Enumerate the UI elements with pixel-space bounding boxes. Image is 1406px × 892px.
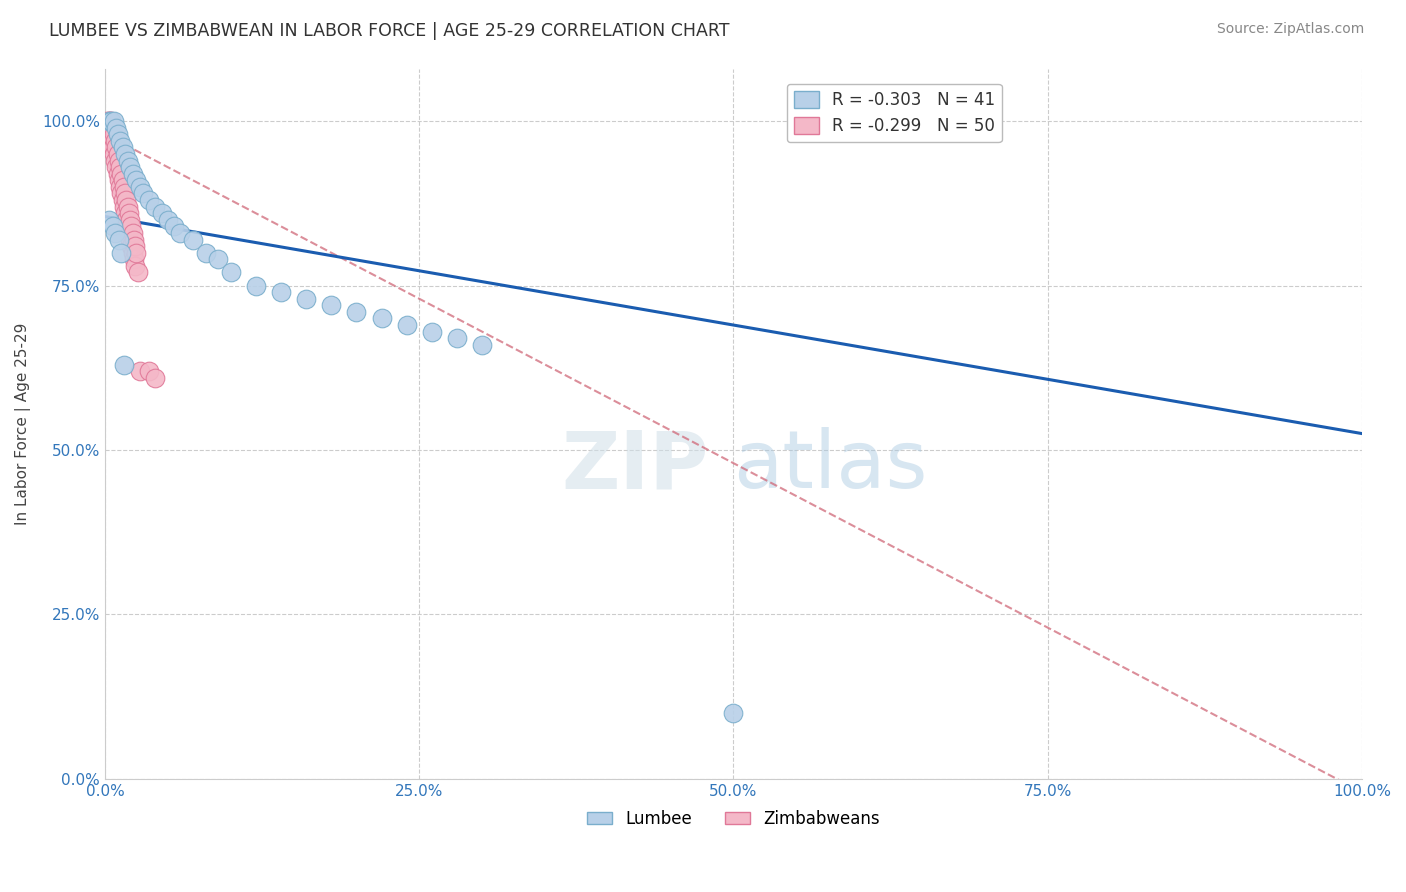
Point [97,120,120,135]
Point [446,331,468,345]
Point [107,167,129,181]
Point [104,226,127,240]
Point [101,219,124,234]
Point [111,173,134,187]
Text: ZIP: ZIP [561,427,709,506]
Point [321,298,343,312]
Point [118,226,141,240]
Point [100,114,122,128]
Point [111,193,134,207]
Point [107,153,129,168]
Text: Source: ZipAtlas.com: Source: ZipAtlas.com [1216,22,1364,37]
Text: LUMBEE VS ZIMBABWEAN IN LABOR FORCE | AGE 25-29 CORRELATION CHART: LUMBEE VS ZIMBABWEAN IN LABOR FORCE | AG… [49,22,730,40]
Point [150,206,173,220]
Point [101,120,124,135]
Point [125,245,148,260]
Point [395,318,418,332]
Point [122,252,145,267]
Point [104,153,127,168]
Point [121,167,143,181]
Point [181,233,204,247]
Point [107,128,129,142]
Point [207,252,229,267]
Point [110,167,132,181]
Point [124,259,146,273]
Point [110,186,132,201]
Point [129,180,152,194]
Point [112,180,135,194]
Legend: Lumbee, Zimbabweans: Lumbee, Zimbabweans [581,803,887,835]
Point [108,160,131,174]
Text: atlas: atlas [734,427,928,506]
Point [169,226,191,240]
Point [163,219,186,234]
Point [107,233,129,247]
Point [98,114,121,128]
Point [100,134,122,148]
Point [121,245,143,260]
Point [120,233,142,247]
Point [120,212,142,227]
Y-axis label: In Labor Force | Age 25-29: In Labor Force | Age 25-29 [15,323,31,524]
Point [114,206,136,220]
Point [125,173,148,187]
Point [129,364,152,378]
Point [117,219,139,234]
Point [115,193,138,207]
Point [295,292,318,306]
Point [108,180,131,194]
Point [344,305,367,319]
Point [105,120,128,135]
Point [127,265,149,279]
Point [194,245,217,260]
Point [131,186,153,201]
Point [124,239,146,253]
Point [103,114,125,128]
Point [114,186,136,201]
Point [103,147,125,161]
Point [270,285,292,300]
Point [100,114,122,128]
Point [107,147,129,161]
Point [112,358,135,372]
Point [104,134,127,148]
Point [97,114,120,128]
Point [105,160,128,174]
Point [97,114,120,128]
Point [138,364,160,378]
Point [143,200,166,214]
Point [96,114,118,128]
Point [115,212,138,227]
Point [117,200,139,214]
Point [120,219,142,234]
Point [108,134,131,148]
Point [138,193,160,207]
Point [120,239,142,253]
Point [120,160,142,174]
Point [723,706,745,720]
Point [117,153,139,168]
Point [122,233,145,247]
Point [245,278,267,293]
Point [110,245,132,260]
Point [101,140,124,154]
Point [118,206,141,220]
Point [105,140,128,154]
Point [103,128,125,142]
Point [420,325,443,339]
Point [107,173,129,187]
Point [370,311,392,326]
Point [98,128,121,142]
Point [143,370,166,384]
Point [156,212,179,227]
Point [111,140,134,154]
Point [219,265,242,279]
Point [121,226,143,240]
Point [114,147,136,161]
Point [97,212,120,227]
Point [112,200,135,214]
Point [471,338,494,352]
